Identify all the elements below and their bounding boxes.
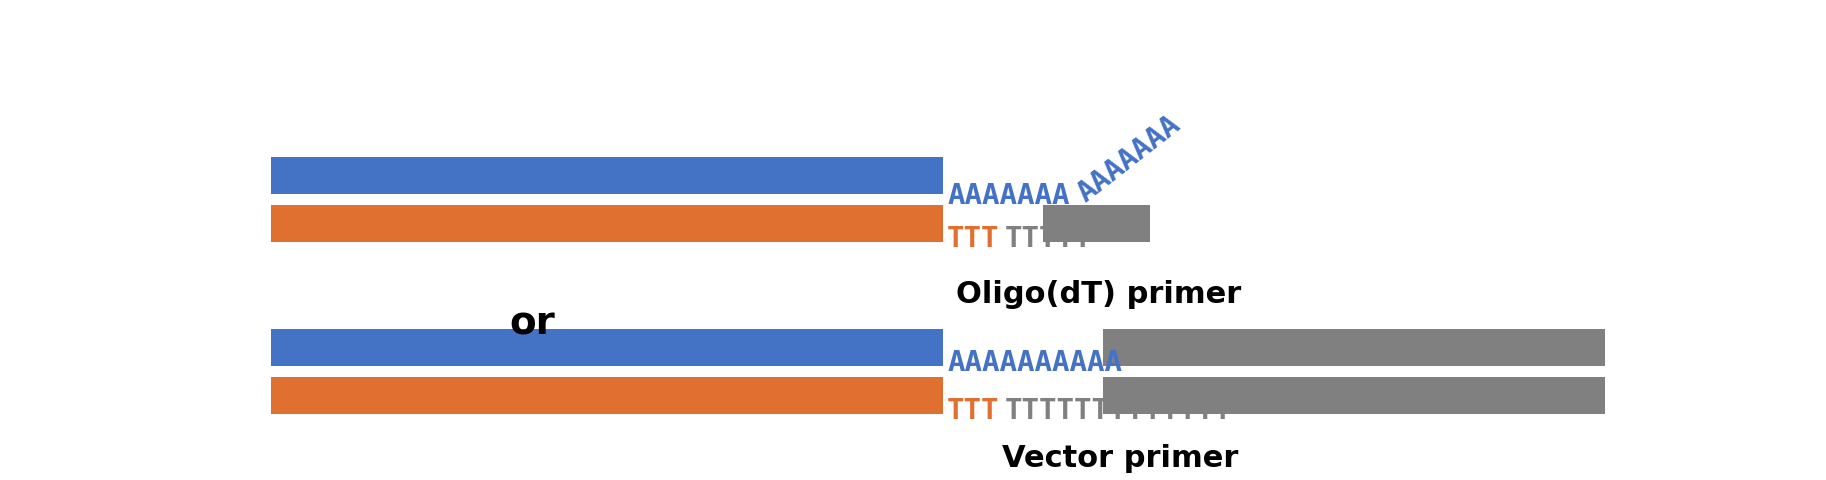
Text: Vector primer: Vector primer: [1002, 444, 1238, 473]
Bar: [270, 329, 942, 366]
Text: TTTTT: TTTTT: [1004, 225, 1092, 252]
Text: TTT: TTT: [948, 225, 999, 252]
Text: AAAAAAAAAA: AAAAAAAAAA: [948, 348, 1123, 376]
Bar: [1103, 377, 1605, 414]
Text: AAAAAAA: AAAAAAA: [948, 182, 1070, 210]
Bar: [1043, 205, 1150, 242]
Bar: [270, 157, 942, 194]
Text: or: or: [509, 305, 555, 343]
Bar: [270, 377, 942, 414]
Text: TTTTTTTTTTTTT: TTTTTTTTTTTTT: [1004, 396, 1233, 425]
Text: Oligo(dT) primer: Oligo(dT) primer: [957, 280, 1242, 309]
Bar: [270, 205, 942, 242]
Bar: [1103, 329, 1605, 366]
Text: TTT: TTT: [948, 396, 999, 425]
Text: AAAAAAA: AAAAAAA: [1072, 110, 1187, 207]
